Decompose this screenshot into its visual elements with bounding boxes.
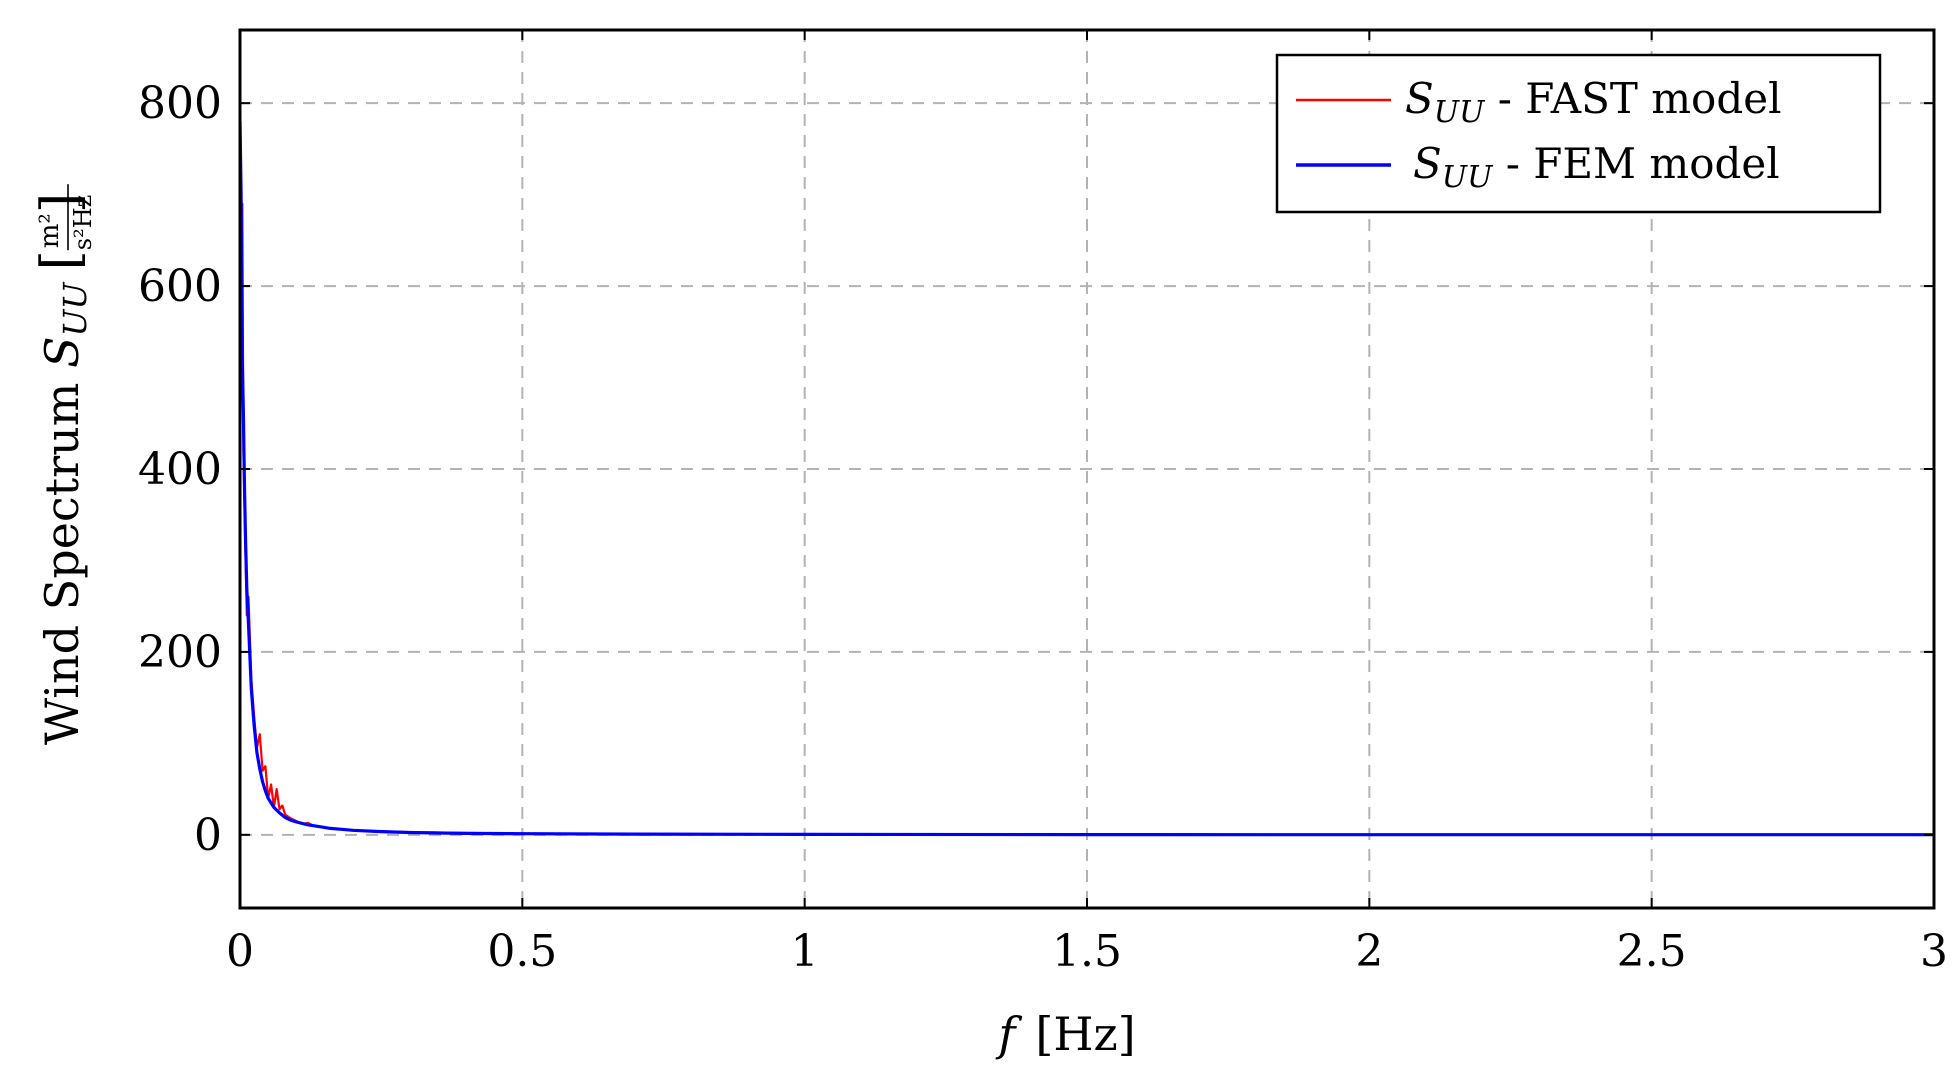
- y-axis-label-unit-num: m²: [35, 213, 65, 248]
- legend-label-fast: SUU - FAST model: [1405, 74, 1782, 130]
- x-tick-label: 2.5: [1617, 926, 1687, 977]
- y-axis-label: Wind Spectrum SUU[m²] s²Hz: [31, 184, 97, 745]
- x-axis-ticks: 0 0.5 1 1.5 2 2.5 3: [226, 30, 1948, 977]
- y-axis-label-unit-den: s²Hz: [69, 195, 97, 251]
- legend-box: [1275, 53, 1882, 214]
- x-axis-label-var: f: [995, 1007, 1022, 1061]
- x-tick-label: 0: [226, 926, 254, 977]
- x-tick-label: 3: [1920, 926, 1948, 977]
- svg-text:Wind Spectrum SUU[m²]: Wind Spectrum SUU[m²]: [31, 193, 94, 745]
- y-axis-ticks: 0 200 400 600 800: [138, 78, 1934, 861]
- y-tick-label: 800: [138, 78, 222, 129]
- x-axis-label-unit: [Hz]: [1035, 1007, 1135, 1061]
- series-line-fem-model: [240, 121, 1934, 837]
- y-tick-label: 0: [194, 810, 222, 861]
- y-axis-label-symbol: S: [35, 336, 89, 368]
- y-axis-label-subscript: UU: [56, 281, 94, 336]
- legend: SUU - FAST model SUU - FEM model: [1275, 53, 1882, 214]
- x-tick-label: 0.5: [487, 926, 557, 977]
- x-tick-label: 2: [1355, 926, 1383, 977]
- y-tick-label: 200: [138, 627, 222, 678]
- legend-label-fem: SUU - FEM model: [1413, 139, 1780, 195]
- x-tick-label: 1: [791, 926, 819, 977]
- x-axis-label: f [Hz]: [995, 1007, 1135, 1061]
- y-axis-label-text: Wind Spectrum: [35, 368, 89, 745]
- x-tick-label: 1.5: [1052, 926, 1122, 977]
- series-layer: [240, 103, 1934, 837]
- y-tick-label: 600: [138, 261, 222, 312]
- y-tick-label: 400: [138, 444, 222, 495]
